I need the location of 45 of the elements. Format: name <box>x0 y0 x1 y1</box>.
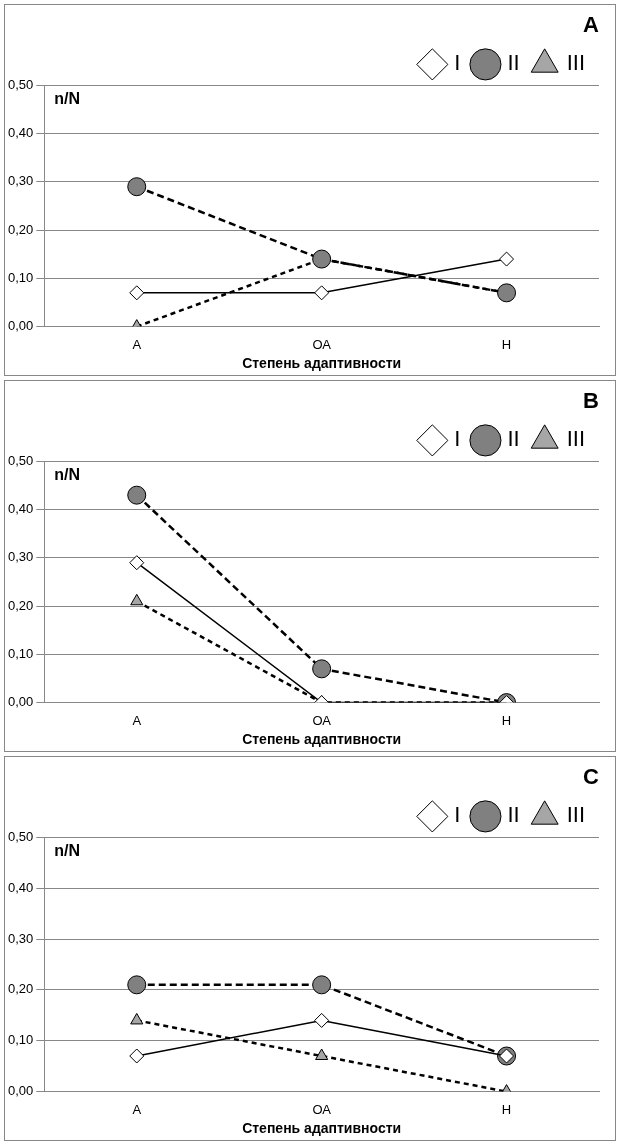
chart-title: C <box>583 764 600 790</box>
y-axis-title: n/N <box>54 841 81 859</box>
legend-label: I <box>454 50 461 76</box>
y-tick-label: 0,20 <box>7 221 34 237</box>
legend-label: II <box>507 802 520 828</box>
chart-title: A <box>583 12 600 38</box>
y-tick-label: 0,10 <box>7 1032 34 1048</box>
y-tick-label: 0,00 <box>7 318 34 334</box>
y-tick-label: 0,40 <box>7 501 34 517</box>
x-tick-label: ОА <box>312 336 332 352</box>
y-tick-label: 0,50 <box>7 452 34 468</box>
y-tick-label: 0,10 <box>7 269 34 285</box>
chart-title: B <box>583 388 599 414</box>
y-tick-label: 0,20 <box>7 597 34 613</box>
legend-label: I <box>454 426 461 452</box>
x-axis-title: Степень адаптивности <box>242 355 402 372</box>
x-tick-label: ОА <box>312 1101 332 1117</box>
x-axis-title: Степень адаптивности <box>242 1120 402 1137</box>
y-axis-title: n/N <box>54 465 81 483</box>
legend-label: II <box>507 426 520 452</box>
y-tick-label: 0,10 <box>7 645 34 661</box>
x-tick-label: Н <box>501 1101 512 1117</box>
y-tick-label: 0,40 <box>7 879 34 895</box>
y-tick-label: 0,30 <box>7 930 34 946</box>
y-tick-label: 0,00 <box>7 1083 34 1099</box>
y-tick-label: 0,00 <box>7 694 34 710</box>
y-tick-label: 0,50 <box>7 828 34 844</box>
x-axis-title: Степень адаптивности <box>242 731 402 748</box>
legend-label: III <box>566 50 586 76</box>
legend-label: III <box>566 426 586 452</box>
legend-label: I <box>454 802 461 828</box>
x-tick-label: Н <box>501 712 512 728</box>
y-tick-label: 0,30 <box>7 549 34 565</box>
legend-label: II <box>507 50 520 76</box>
x-tick-label: А <box>132 1101 142 1117</box>
x-tick-label: ОА <box>312 712 332 728</box>
y-axis-title: n/N <box>54 89 81 107</box>
x-tick-label: Н <box>501 336 512 352</box>
y-tick-label: 0,30 <box>7 173 34 189</box>
y-tick-label: 0,40 <box>7 125 34 141</box>
y-tick-label: 0,20 <box>7 981 34 997</box>
x-tick-label: А <box>132 712 142 728</box>
x-tick-label: А <box>132 336 142 352</box>
y-tick-label: 0,50 <box>7 76 34 92</box>
legend-label: III <box>566 802 586 828</box>
